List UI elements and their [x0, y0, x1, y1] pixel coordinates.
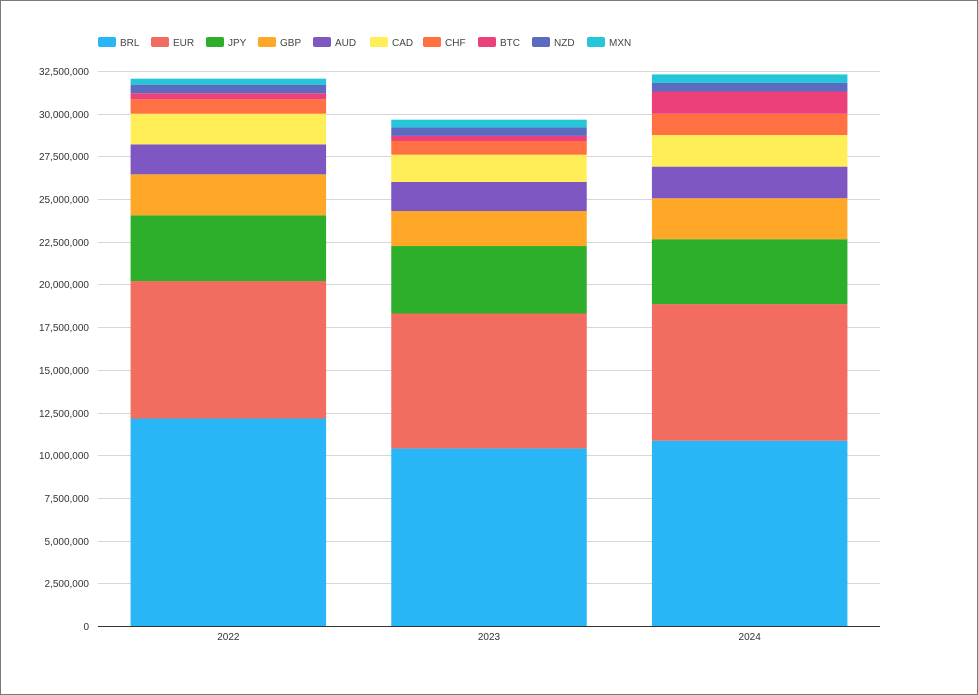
legend-label: NZD: [554, 38, 575, 49]
x-tick-label: 2023: [478, 632, 501, 643]
y-tick-label: 20,000,000: [39, 280, 89, 291]
bar-segment-brl-2024: [651, 440, 848, 626]
y-tick-label: 5,000,000: [45, 537, 90, 548]
y-tick-label: 0: [83, 622, 89, 633]
legend-swatch: [478, 37, 496, 47]
legend-item-cad[interactable]: CAD: [370, 37, 413, 49]
y-tick-label: 10,000,000: [39, 451, 89, 462]
legend-swatch: [206, 37, 224, 47]
bar-segment-chf-2024: [651, 113, 848, 136]
bar-segment-btc-2023: [391, 135, 587, 142]
y-tick-label: 30,000,000: [39, 110, 89, 121]
bar-segment-mxn-2023: [391, 119, 587, 128]
y-tick-label: 27,500,000: [39, 152, 89, 163]
bar-segment-nzd-2022: [130, 84, 327, 94]
bar-segment-gbp-2022: [130, 174, 327, 216]
bar-segment-jpy-2024: [651, 239, 848, 305]
legend-label: BTC: [500, 38, 520, 49]
y-tick-label: 17,500,000: [39, 323, 89, 334]
legend-item-btc[interactable]: BTC: [478, 37, 520, 49]
bar-segment-eur-2023: [391, 313, 587, 449]
y-tick-label: 15,000,000: [39, 366, 89, 377]
bar-segment-gbp-2023: [391, 211, 587, 247]
y-tick-label: 12,500,000: [39, 409, 89, 420]
y-tick-label: 7,500,000: [45, 494, 90, 505]
bar-segment-mxn-2024: [651, 74, 848, 83]
bar-segment-chf-2022: [130, 99, 327, 114]
bar-segment-chf-2023: [391, 141, 587, 155]
legend-item-jpy[interactable]: JPY: [206, 37, 247, 49]
bar-segment-gbp-2024: [651, 198, 848, 240]
bar-segment-aud-2022: [130, 144, 327, 175]
bar-segment-brl-2023: [391, 448, 587, 626]
legend: BRL EUR JPY GBP AUD CAD CHF BTC NZD MXN: [98, 37, 631, 49]
x-axis-ticks: 2022 2023 2024: [217, 632, 761, 643]
bar-segment-aud-2024: [651, 166, 848, 199]
legend-swatch: [313, 37, 331, 47]
y-tick-label: 25,000,000: [39, 195, 89, 206]
legend-item-eur[interactable]: EUR: [151, 37, 194, 49]
legend-swatch: [532, 37, 550, 47]
bar-segment-cad-2022: [130, 113, 327, 145]
bar-segment-btc-2024: [651, 91, 848, 114]
bar-segment-brl-2022: [130, 418, 327, 626]
legend-label: MXN: [609, 38, 631, 49]
bar-segment-nzd-2023: [391, 127, 587, 136]
legend-item-chf[interactable]: CHF: [423, 37, 466, 49]
bar-segment-jpy-2022: [130, 215, 327, 282]
legend-label: CHF: [445, 38, 466, 49]
bar-segment-aud-2023: [391, 182, 587, 212]
legend-label: AUD: [335, 38, 356, 49]
legend-swatch: [258, 37, 276, 47]
bar-segment-eur-2022: [130, 281, 327, 419]
y-tick-label: 2,500,000: [45, 579, 90, 590]
y-tick-label: 32,500,000: [39, 67, 89, 78]
legend-item-brl[interactable]: BRL: [98, 37, 140, 49]
legend-swatch: [587, 37, 605, 47]
legend-swatch: [423, 37, 441, 47]
legend-label: BRL: [120, 38, 140, 49]
x-tick-label: 2022: [217, 632, 240, 643]
legend-label: EUR: [173, 38, 194, 49]
legend-item-aud[interactable]: AUD: [313, 37, 356, 49]
x-tick-label: 2024: [739, 632, 762, 643]
legend-label: JPY: [228, 38, 247, 49]
legend-swatch: [370, 37, 388, 47]
legend-item-mxn[interactable]: MXN: [587, 37, 631, 49]
bar-segment-jpy-2023: [391, 246, 587, 314]
legend-item-gbp[interactable]: GBP: [258, 37, 301, 49]
legend-label: CAD: [392, 38, 413, 49]
y-axis-ticks: 0 2,500,000 5,000,000 7,500,000 10,000,000 12…: [39, 67, 90, 633]
bar-segment-btc-2022: [130, 93, 327, 100]
bar-segment-nzd-2024: [651, 82, 848, 92]
legend-swatch: [151, 37, 169, 47]
legend-label: GBP: [280, 38, 301, 49]
legend-item-nzd[interactable]: NZD: [532, 37, 575, 49]
y-tick-label: 22,500,000: [39, 238, 89, 249]
legend-swatch: [98, 37, 116, 47]
bar-segment-eur-2024: [651, 304, 848, 441]
bar-segment-cad-2023: [391, 154, 587, 182]
bars: [130, 74, 848, 626]
bar-segment-cad-2024: [651, 135, 848, 167]
bar-segment-mxn-2022: [130, 78, 327, 85]
